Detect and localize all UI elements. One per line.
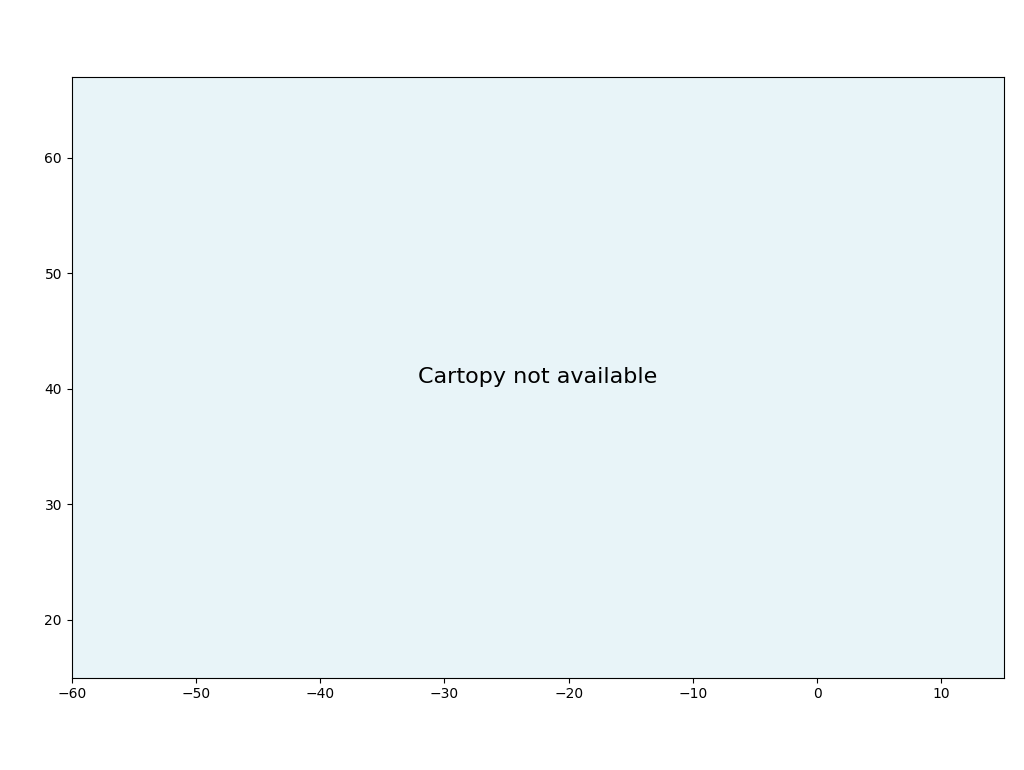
Text: Cartopy not available: Cartopy not available (418, 367, 657, 387)
